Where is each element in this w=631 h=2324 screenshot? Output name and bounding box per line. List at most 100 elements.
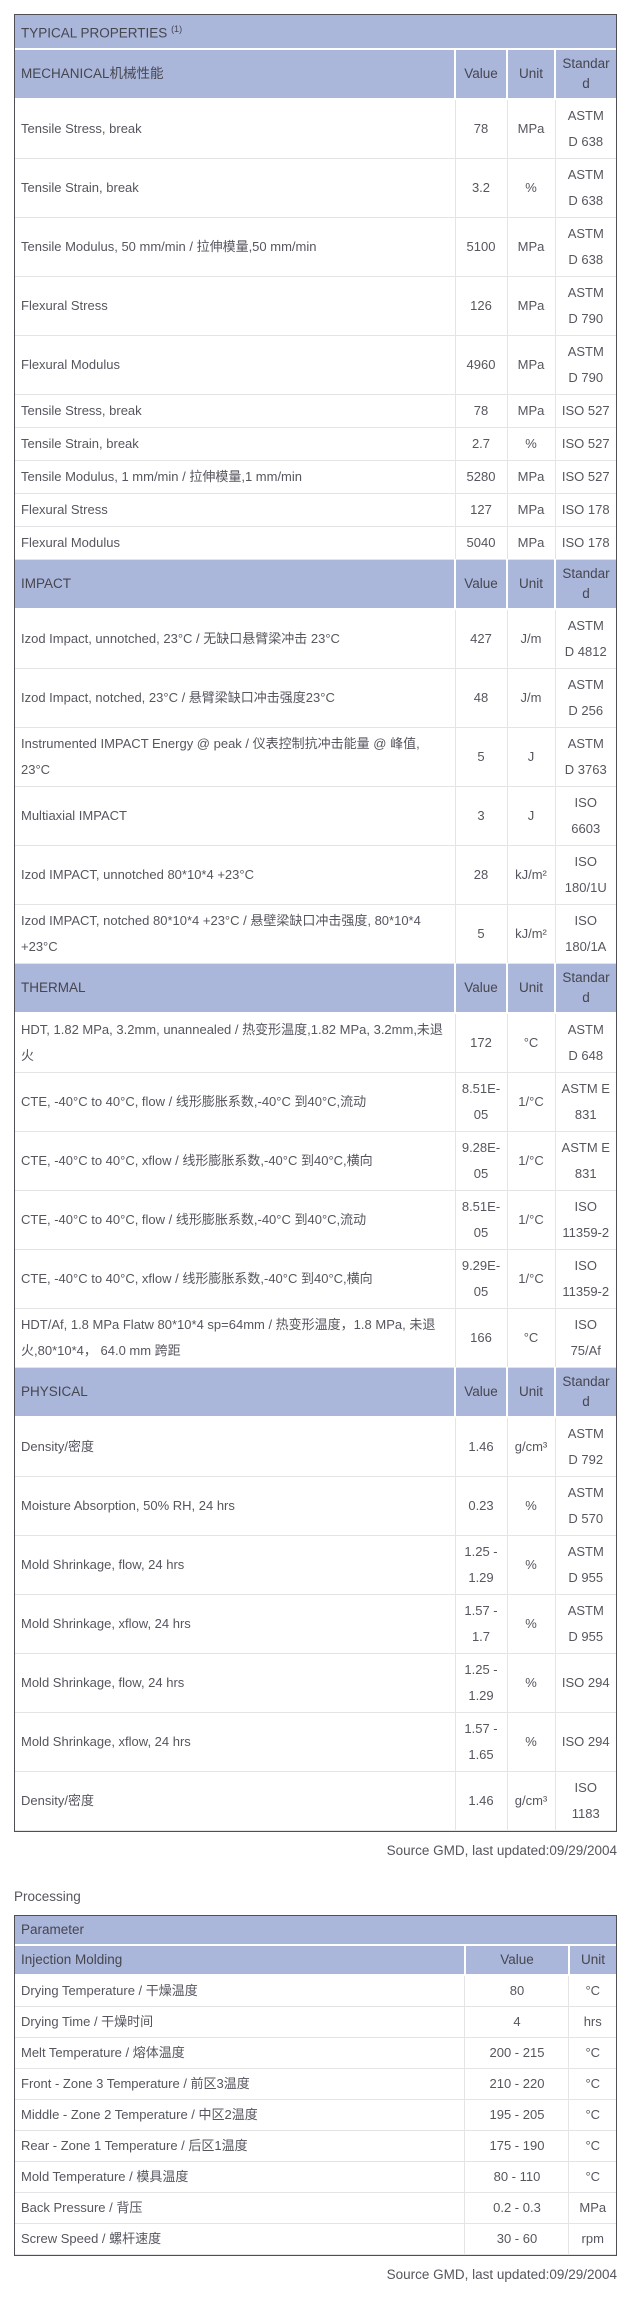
value-cell: 30 - 60 — [464, 2223, 569, 2255]
property-cell: Mold Shrinkage, xflow, 24 hrs — [15, 1594, 455, 1654]
table-row: Izod Impact, notched, 23°C / 悬臂梁缺口冲击强度23… — [15, 668, 616, 728]
value-cell: 0.2 - 0.3 — [464, 2192, 569, 2224]
parameter-cell: Rear - Zone 1 Temperature / 后区1温度 — [15, 2130, 465, 2162]
value-cell: 48 — [454, 668, 507, 728]
value-cell: 5 — [454, 727, 507, 787]
injection-molding-title: Injection Molding — [15, 1944, 465, 1976]
property-cell: Instrumented IMPACT Energy @ peak / 仪表控制… — [15, 727, 455, 787]
column-header-standard: Standard — [554, 48, 616, 100]
property-cell: CTE, -40°C to 40°C, flow / 线形膨胀系数,-40°C … — [15, 1190, 455, 1250]
unit-cell: MPa — [568, 2192, 616, 2224]
value-cell: 195 - 205 — [464, 2099, 569, 2131]
unit-cell: °C — [568, 2068, 616, 2100]
value-cell: 28 — [454, 845, 507, 905]
property-cell: Density/密度 — [15, 1771, 455, 1831]
table-row: Melt Temperature / 熔体温度 200 - 215 °C — [15, 2037, 616, 2069]
processing-table-body: Parameter Injection Molding Value Unit D… — [15, 1915, 616, 2255]
property-cell: Tensile Modulus, 1 mm/min / 拉伸模量,1 mm/mi… — [15, 460, 455, 494]
value-cell: 78 — [454, 98, 507, 159]
unit-cell: MPa — [506, 394, 555, 428]
property-cell: Flexural Modulus — [15, 526, 455, 560]
value-cell: 427 — [454, 608, 507, 669]
standard-cell: ASTM D 955 — [554, 1535, 616, 1595]
parameter-header-row: Parameter — [15, 1915, 616, 1946]
unit-cell: % — [506, 158, 555, 218]
property-cell: Izod Impact, notched, 23°C / 悬臂梁缺口冲击强度23… — [15, 668, 455, 728]
table-row: Density/密度 1.46 g/cm³ ASTM D 792 — [15, 1416, 616, 1477]
processing-table: Parameter Injection Molding Value Unit D… — [14, 1914, 617, 2256]
standard-cell: ASTM D 648 — [554, 1012, 616, 1073]
unit-cell: 1/°C — [506, 1131, 555, 1191]
section-title: MECHANICAL机械性能 — [15, 48, 455, 100]
table-row: CTE, -40°C to 40°C, flow / 线形膨胀系数,-40°C … — [15, 1072, 616, 1132]
section-title: PHYSICAL — [15, 1367, 455, 1418]
value-cell: 4960 — [454, 335, 507, 395]
property-cell: Mold Shrinkage, flow, 24 hrs — [15, 1653, 455, 1713]
table-row: CTE, -40°C to 40°C, flow / 线形膨胀系数,-40°C … — [15, 1190, 616, 1250]
table-row: Drying Temperature / 干燥温度 80 °C — [15, 1974, 616, 2007]
standard-cell: ASTM D 790 — [554, 276, 616, 336]
unit-cell: 1/°C — [506, 1249, 555, 1309]
column-header-value: Value — [454, 1367, 507, 1418]
table-row: Drying Time / 干燥时间 4 hrs — [15, 2006, 616, 2038]
property-cell: Mold Shrinkage, flow, 24 hrs — [15, 1535, 455, 1595]
table-row: Tensile Modulus, 1 mm/min / 拉伸模量,1 mm/mi… — [15, 460, 616, 494]
unit-cell: % — [506, 427, 555, 461]
table-row: Instrumented IMPACT Energy @ peak / 仪表控制… — [15, 727, 616, 787]
table-row: Tensile Stress, break 78 MPa ISO 527 — [15, 394, 616, 428]
value-cell: 4 — [464, 2006, 569, 2038]
table-row: Mold Shrinkage, flow, 24 hrs 1.25 - 1.29… — [15, 1535, 616, 1595]
property-cell: Izod Impact, unnotched, 23°C / 无缺口悬臂梁冲击 … — [15, 608, 455, 669]
table-row: Moisture Absorption, 50% RH, 24 hrs 0.23… — [15, 1476, 616, 1536]
unit-cell: MPa — [506, 493, 555, 527]
property-cell: CTE, -40°C to 40°C, flow / 线形膨胀系数,-40°C … — [15, 1072, 455, 1132]
value-cell: 8.51E-05 — [454, 1072, 507, 1132]
standard-cell: ASTM D 256 — [554, 668, 616, 728]
property-cell: HDT/Af, 1.8 MPa Flatw 80*10*4 sp=64mm / … — [15, 1308, 455, 1368]
property-cell: Tensile Stress, break — [15, 394, 455, 428]
value-cell: 175 - 190 — [464, 2130, 569, 2162]
standard-cell: ISO 527 — [554, 394, 616, 428]
column-header-value: Value — [463, 1944, 569, 1976]
table-row: HDT, 1.82 MPa, 3.2mm, unannealed / 热变形温度… — [15, 1012, 616, 1073]
value-cell: 80 - 110 — [464, 2161, 569, 2193]
unit-cell: J/m — [506, 668, 555, 728]
property-cell: Density/密度 — [15, 1416, 455, 1477]
table-row: Izod IMPACT, unnotched 80*10*4 +23°C 28 … — [15, 845, 616, 905]
parameter-cell: Drying Temperature / 干燥温度 — [15, 1974, 465, 2007]
standard-cell: ISO 294 — [554, 1712, 616, 1772]
column-header-standard: Standard — [554, 963, 616, 1014]
standard-cell: ASTM D 792 — [554, 1416, 616, 1477]
table-row: Tensile Modulus, 50 mm/min / 拉伸模量,50 mm/… — [15, 217, 616, 277]
unit-cell: J — [506, 786, 555, 846]
parameter-cell: Mold Temperature / 模具温度 — [15, 2161, 465, 2193]
property-cell: Tensile Modulus, 50 mm/min / 拉伸模量,50 mm/… — [15, 217, 455, 277]
standard-cell: ISO 294 — [554, 1653, 616, 1713]
source-note: Source GMD, last updated:09/29/2004 — [386, 1842, 617, 1858]
section-physical: PHYSICAL Value Unit Standard Density/密度 … — [15, 1367, 616, 1831]
value-cell: 9.29E-05 — [454, 1249, 507, 1309]
value-cell: 5100 — [454, 217, 507, 277]
table-row: Flexural Stress 126 MPa ASTM D 790 — [15, 276, 616, 336]
standard-cell: ASTM E 831 — [554, 1131, 616, 1191]
unit-cell: 1/°C — [506, 1072, 555, 1132]
table-row: Back Pressure / 背压 0.2 - 0.3 MPa — [15, 2192, 616, 2224]
table-row: Mold Temperature / 模具温度 80 - 110 °C — [15, 2161, 616, 2193]
table-row: Tensile Stress, break 78 MPa ASTM D 638 — [15, 98, 616, 159]
parameter-cell: Back Pressure / 背压 — [15, 2192, 465, 2224]
table-row: Mold Shrinkage, xflow, 24 hrs 1.57 - 1.6… — [15, 1712, 616, 1772]
value-cell: 3.2 — [454, 158, 507, 218]
section-header-row: MECHANICAL机械性能 Value Unit Standard — [15, 48, 616, 100]
unit-cell: % — [506, 1653, 555, 1713]
section-title: IMPACT — [15, 559, 455, 610]
unit-cell: °C — [568, 2161, 616, 2193]
parameter-cell: Melt Temperature / 熔体温度 — [15, 2037, 465, 2069]
standard-cell: ISO 6603 — [554, 786, 616, 846]
section-impact: IMPACT Value Unit Standard Izod Impact, … — [15, 559, 616, 964]
parameter-cell: Front - Zone 3 Temperature / 前区3温度 — [15, 2068, 465, 2100]
processing-heading: Processing — [14, 1888, 81, 1904]
standard-cell: ASTM D 638 — [554, 217, 616, 277]
property-cell: Izod IMPACT, unnotched 80*10*4 +23°C — [15, 845, 455, 905]
table-title: TYPICAL PROPERTIES (1) — [15, 15, 616, 50]
